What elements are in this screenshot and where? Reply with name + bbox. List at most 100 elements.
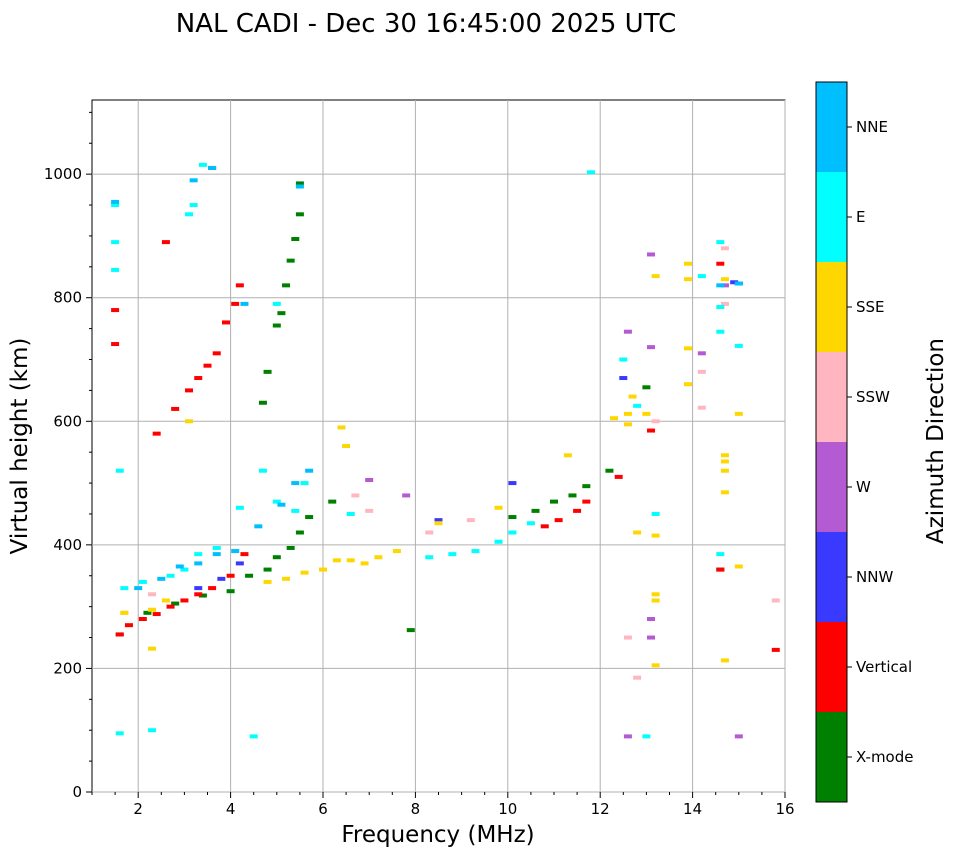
- echo-point: [111, 240, 120, 245]
- echo-point: [716, 240, 725, 245]
- echo-point: [651, 598, 660, 603]
- echo-point: [554, 518, 563, 523]
- colorbar-tick-label: Vertical: [856, 658, 912, 676]
- y-axis-label: Virtual height (km): [7, 338, 33, 555]
- echo-point: [226, 573, 235, 578]
- echo-point: [651, 533, 660, 538]
- colorbar-segment: [816, 352, 847, 442]
- echo-point: [720, 490, 729, 495]
- echo-point: [365, 477, 374, 482]
- echo-point: [434, 518, 443, 523]
- echo-point: [563, 453, 572, 458]
- echo-point: [111, 267, 120, 272]
- echo-point: [734, 411, 743, 416]
- echo-point: [720, 459, 729, 464]
- echo-point: [328, 499, 337, 504]
- echo-point: [194, 586, 203, 591]
- echo-point: [194, 561, 203, 566]
- echo-point: [734, 564, 743, 569]
- echo-point: [185, 388, 194, 393]
- echo-point: [180, 598, 189, 603]
- echo-point: [212, 351, 221, 356]
- echo-point: [185, 212, 194, 217]
- colorbar-label: Azimuth Direction: [923, 338, 949, 544]
- echo-point: [166, 573, 175, 578]
- colorbar-segment: [816, 442, 847, 532]
- echo-point: [471, 549, 480, 554]
- echo-point: [526, 521, 535, 526]
- echo-point: [402, 493, 411, 498]
- echo-point: [212, 552, 221, 557]
- x-tick-label: 10: [498, 800, 517, 818]
- colorbar-tick-label: SSW: [856, 388, 890, 406]
- echo-point: [286, 545, 295, 550]
- echo-point: [272, 301, 281, 306]
- chart-title: NAL CADI - Dec 30 16:45:00 2025 UTC: [176, 9, 676, 39]
- echo-point: [716, 283, 725, 288]
- echo-point: [540, 524, 549, 529]
- echo-point: [716, 304, 725, 309]
- echo-point: [231, 549, 240, 554]
- echo-point: [152, 431, 161, 436]
- echo-point: [683, 382, 692, 387]
- echo-point: [619, 376, 628, 381]
- echo-point: [152, 612, 161, 617]
- echo-point: [697, 274, 706, 279]
- echo-point: [716, 567, 725, 572]
- echo-point: [720, 301, 729, 306]
- echo-point: [272, 499, 281, 504]
- colorbar-tick-label: SSE: [856, 298, 885, 316]
- echo-point: [582, 499, 591, 504]
- echo-point: [425, 555, 434, 560]
- echo-point: [226, 589, 235, 594]
- echo-point: [610, 416, 619, 421]
- echo-point: [633, 530, 642, 535]
- echo-point: [148, 592, 157, 597]
- echo-point: [115, 731, 124, 736]
- echo-point: [365, 508, 374, 513]
- echo-point: [221, 320, 230, 325]
- echo-point: [272, 323, 281, 328]
- echo-point: [198, 593, 207, 598]
- echo-point: [185, 419, 194, 424]
- echo-point: [651, 419, 660, 424]
- x-tick-label: 4: [226, 800, 236, 818]
- echo-point: [143, 610, 152, 615]
- echo-point: [148, 646, 157, 651]
- echo-point: [720, 658, 729, 663]
- echo-point: [319, 567, 327, 572]
- echo-point: [291, 481, 300, 486]
- echo-point: [208, 165, 217, 170]
- echo-point: [240, 552, 249, 557]
- echo-point: [720, 246, 729, 251]
- echo-point: [180, 567, 189, 572]
- echo-point: [425, 530, 434, 535]
- x-axis-label: Frequency (MHz): [341, 822, 534, 848]
- echo-point: [282, 283, 291, 288]
- echo-point: [263, 369, 272, 374]
- echo-point: [138, 617, 147, 621]
- y-tick-label: 400: [53, 536, 82, 554]
- echo-point: [295, 212, 304, 217]
- echo-point: [194, 552, 203, 557]
- echo-point: [291, 237, 300, 242]
- echo-point: [258, 468, 267, 473]
- echo-point: [263, 567, 272, 572]
- echo-point: [111, 342, 120, 347]
- echo-point: [254, 524, 263, 529]
- echo-point: [120, 586, 129, 591]
- echo-point: [716, 261, 725, 266]
- echo-point: [573, 508, 582, 513]
- echo-point: [716, 329, 725, 334]
- echo-point: [683, 261, 692, 266]
- echo-point: [120, 610, 129, 615]
- echo-point: [651, 274, 660, 279]
- x-tick-label: 14: [683, 800, 702, 818]
- echo-point: [434, 521, 443, 526]
- echo-point: [115, 468, 124, 473]
- echo-point: [466, 518, 475, 523]
- echo-point: [342, 444, 351, 448]
- echo-point: [166, 604, 175, 609]
- echo-point: [282, 576, 291, 581]
